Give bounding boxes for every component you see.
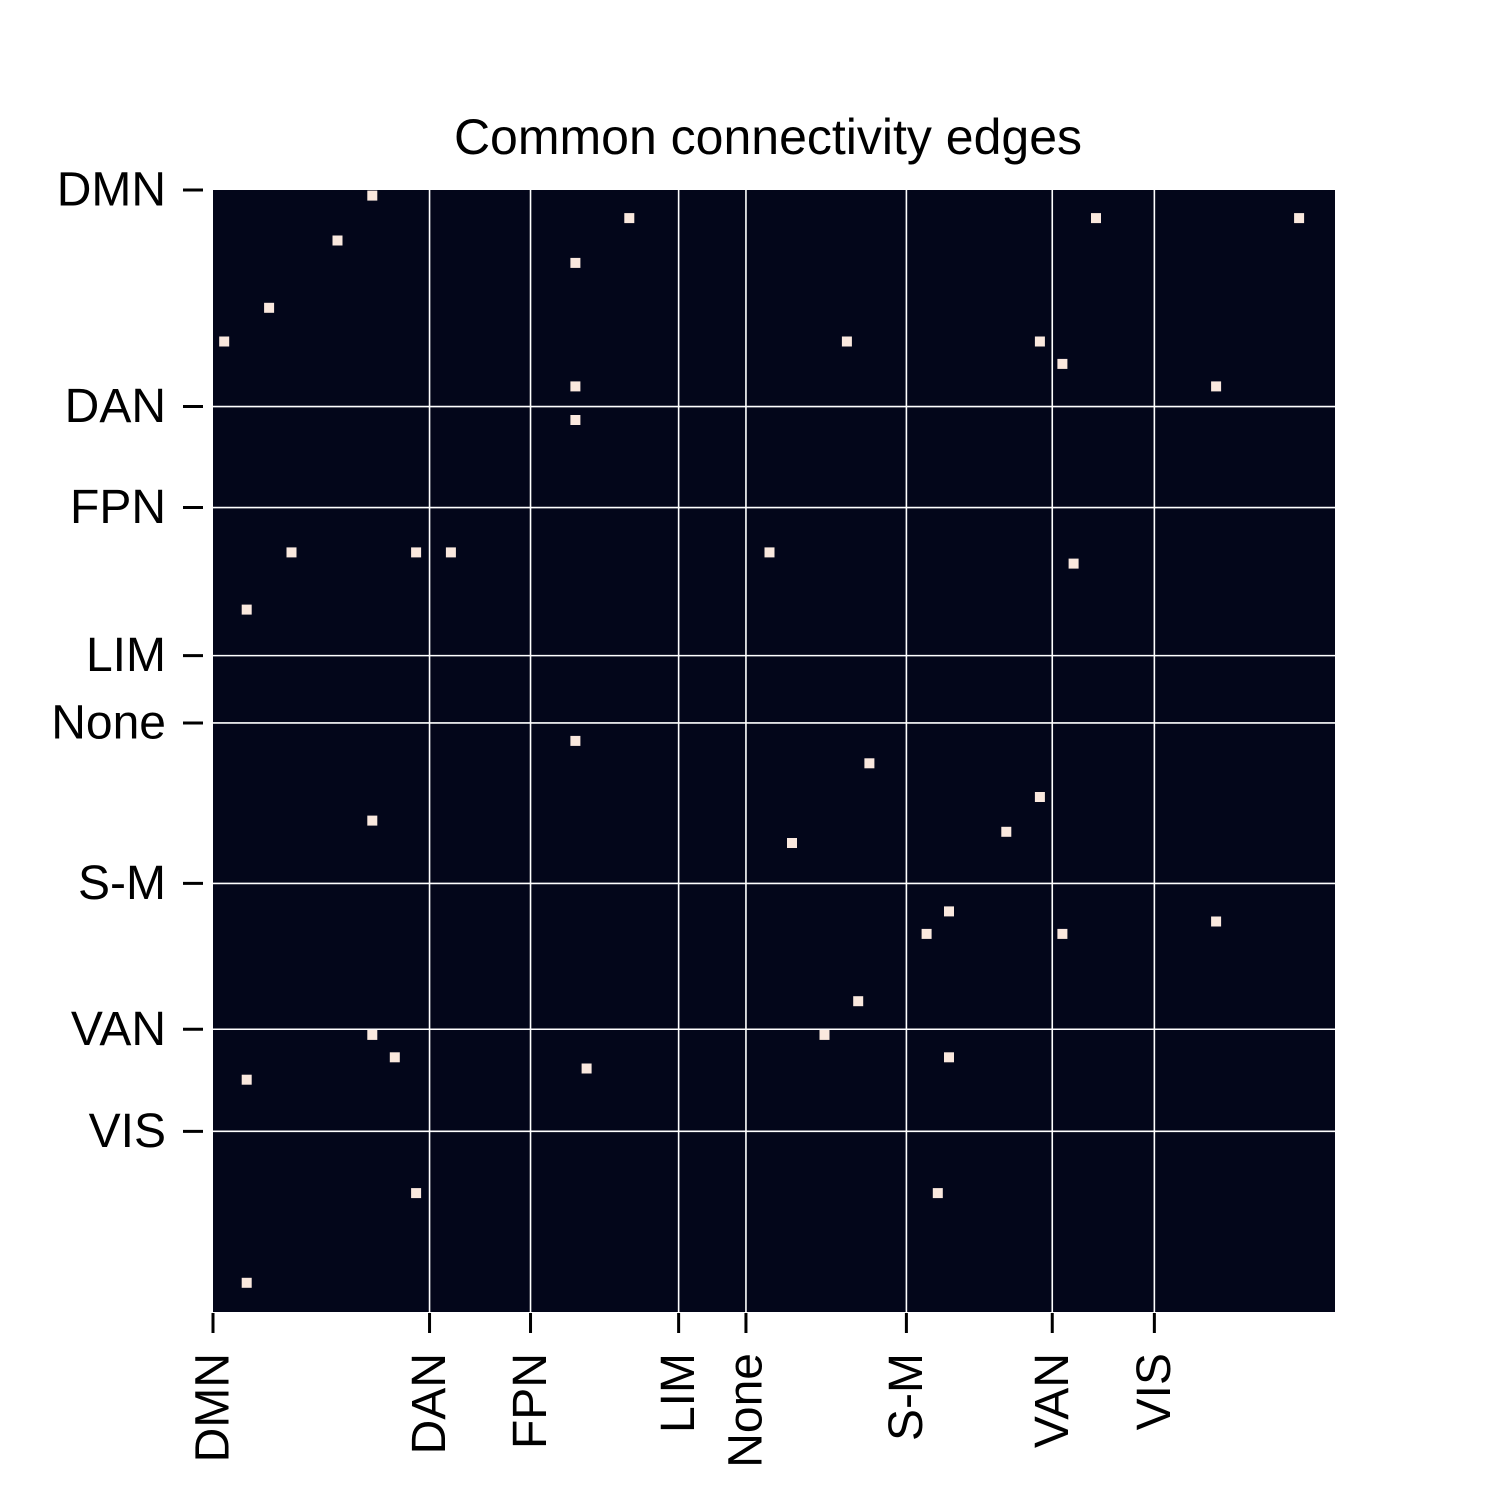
edge-cell: [570, 735, 581, 746]
edge-cell: [1034, 336, 1045, 347]
y-tick-label: FPN: [70, 481, 166, 534]
edge-cell: [1057, 928, 1068, 939]
edge-cell: [581, 1063, 592, 1074]
edge-cell: [921, 928, 932, 939]
edge-cell: [864, 758, 875, 769]
edge-cell: [624, 213, 635, 224]
edge-cell: [932, 1188, 943, 1199]
edge-cell: [944, 1052, 954, 1063]
x-tick-label: DAN: [403, 1353, 456, 1454]
edge-cell: [819, 1029, 830, 1040]
x-tick-label: DMN: [187, 1353, 240, 1462]
x-tick-label: VIS: [1128, 1353, 1181, 1430]
edge-cell: [219, 336, 230, 347]
grid-layer: [213, 190, 1335, 1312]
edge-cell: [1091, 213, 1101, 224]
edge-cell: [264, 302, 275, 313]
x-tick-label: None: [719, 1353, 772, 1468]
y-tick-label: VIS: [89, 1105, 166, 1158]
edge-cell: [944, 906, 954, 917]
edge-cell: [841, 336, 852, 347]
heatmap-background: [213, 190, 1335, 1312]
edge-cell: [1057, 358, 1068, 369]
edge-cell: [1001, 826, 1012, 837]
x-tick-label: S-M: [880, 1353, 933, 1441]
y-tick-label: LIM: [86, 629, 166, 682]
edge-cell: [445, 547, 456, 558]
ticks-layer: DMN DMN DAN DAN FPN FPN LIM LIM None None S-M S-M VA…: [51, 164, 1181, 1468]
edges-layer: [219, 190, 1305, 1288]
edge-cell: [241, 1074, 252, 1085]
y-tick-label: None: [51, 696, 166, 749]
chart-title: Common connectivity edges: [454, 109, 1082, 165]
edge-cell: [1034, 792, 1045, 802]
edge-cell: [570, 415, 581, 425]
y-tick-label: DMN: [57, 164, 166, 217]
x-tick-label: LIM: [652, 1353, 705, 1433]
y-tick-label: DAN: [65, 380, 166, 433]
edge-cell: [1211, 916, 1222, 927]
edge-cell: [241, 1277, 252, 1288]
edge-cell: [241, 604, 252, 615]
edge-cell: [1294, 213, 1305, 224]
edge-cell: [367, 815, 378, 826]
x-tick-label: FPN: [504, 1353, 557, 1449]
y-tick-label: S-M: [78, 857, 166, 910]
edge-cell: [787, 838, 797, 848]
edge-cell: [389, 1052, 400, 1063]
edge-cell: [570, 257, 581, 268]
edge-cell: [853, 996, 864, 1007]
y-tick-label: VAN: [71, 1003, 166, 1056]
edge-cell: [286, 547, 297, 558]
edge-cell: [332, 235, 343, 246]
edge-cell: [411, 1188, 422, 1199]
edge-cell: [1211, 381, 1222, 392]
edge-cell: [1068, 558, 1079, 569]
edge-cell: [570, 381, 581, 392]
edge-cell: [411, 547, 422, 558]
edge-cell: [764, 547, 775, 558]
x-tick-label: VAN: [1026, 1353, 1079, 1448]
edge-cell: [367, 190, 378, 201]
edge-cell: [367, 1029, 378, 1040]
